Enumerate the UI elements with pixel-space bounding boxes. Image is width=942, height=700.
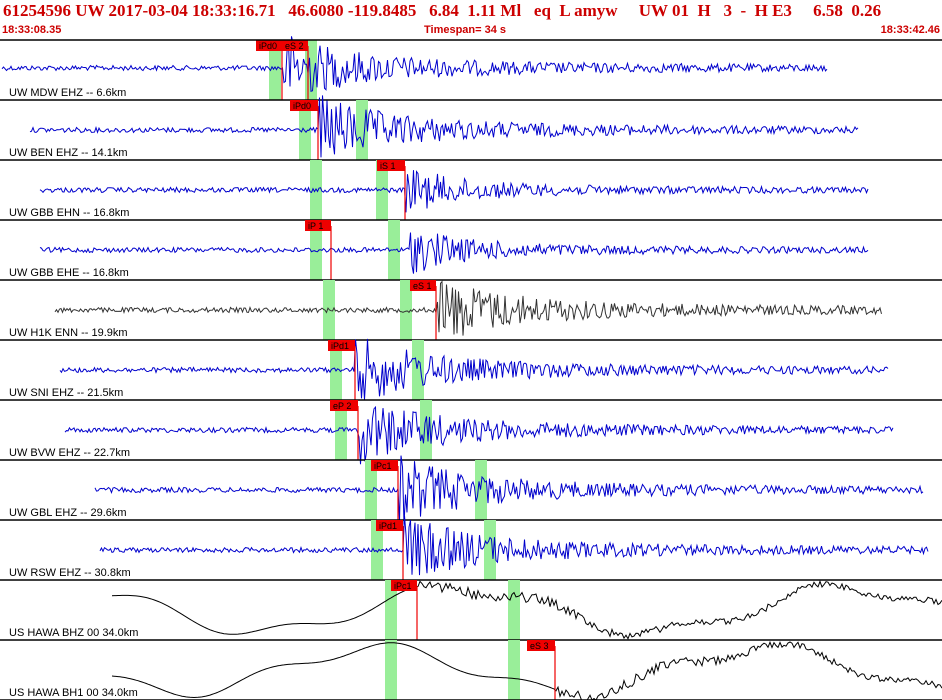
phase-pick[interactable]: iPd0 — [290, 100, 319, 160]
phase-window — [310, 220, 322, 280]
pick-label: iPd0 — [259, 41, 277, 51]
phase-pick[interactable]: iPd1 — [376, 520, 404, 580]
start-time: 18:33:08.35 — [2, 24, 62, 36]
waveform-trace — [99, 515, 929, 576]
phase-window — [299, 100, 311, 160]
waveform-trace — [111, 640, 942, 700]
channel-label: UW GBB EHE -- 16.8km — [9, 267, 129, 279]
timespan: Timespan= 34 s — [424, 24, 507, 36]
channel-row[interactable]: iPd1 UW SNI EHZ -- 21.5km — [0, 338, 942, 401]
pick-flag[interactable] — [391, 580, 417, 591]
phase-pick[interactable]: iPc1 — [371, 460, 399, 520]
phase-pick[interactable]: eS 2 — [282, 40, 309, 100]
channel-label: UW GBL EHZ -- 29.6km — [9, 507, 127, 519]
phase-pick[interactable]: iPd1 — [328, 340, 356, 400]
channel-row[interactable]: eS 1 UW H1K ENN -- 19.9km — [0, 280, 942, 341]
phase-window — [269, 40, 281, 100]
channel-row[interactable]: iPd1 UW RSW EHZ -- 30.8km — [0, 515, 942, 581]
pick-flag[interactable] — [371, 460, 398, 471]
pick-flag[interactable] — [527, 640, 555, 651]
phase-window — [412, 340, 424, 400]
waveform-trace — [39, 170, 869, 213]
phase-window — [335, 400, 347, 460]
waveform-trace — [39, 232, 869, 274]
channel-row[interactable]: eS 3 US HAWA BH1 00 34.0km — [0, 640, 942, 700]
pick-label: iP 1 — [308, 221, 323, 231]
time-bar: 18:33:08.35 Timespan= 34 s 18:33:42.46 — [0, 24, 942, 38]
phase-pick[interactable]: iS 1 — [377, 160, 406, 220]
phase-window — [385, 580, 397, 640]
pick-label: eP 2 — [333, 401, 351, 411]
pick-label: iS 1 — [380, 161, 396, 171]
phase-window — [508, 580, 520, 640]
phase-window — [356, 100, 368, 160]
channel-label: UW GBB EHN -- 16.8km — [9, 207, 129, 219]
waveform-trace — [64, 405, 894, 465]
waveform-trace — [1, 36, 828, 92]
waveform-trace — [94, 455, 924, 525]
pick-flag[interactable] — [377, 160, 405, 171]
pick-flag[interactable] — [256, 40, 282, 51]
pick-label: eS 1 — [413, 281, 432, 291]
channel-row[interactable]: iP 1 UW GBB EHE -- 16.8km — [0, 220, 942, 281]
phase-pick[interactable]: iP 1 — [305, 220, 332, 280]
event-summary: 61254596 UW 2017-03-04 18:33:16.71 46.60… — [3, 1, 882, 20]
phase-pick[interactable]: eS 1 — [410, 280, 437, 340]
channel-label: UW MDW EHZ -- 6.6km — [9, 87, 126, 99]
waveform-trace — [111, 579, 942, 640]
waveform-trace — [59, 338, 889, 400]
channel-row[interactable]: iPd0 UW BEN EHZ -- 14.1km — [0, 95, 942, 161]
channel-row[interactable]: iPc1 US HAWA BHZ 00 34.0km — [0, 579, 942, 641]
phase-pick[interactable]: iPd0 — [256, 40, 283, 100]
channel-label: US HAWA BHZ 00 34.0km — [9, 627, 138, 639]
event-header: 61254596 UW 2017-03-04 18:33:16.71 46.60… — [0, 0, 942, 40]
pick-label: iPd1 — [331, 341, 349, 351]
phase-pick[interactable]: eP 2 — [330, 400, 359, 460]
channel-label: US HAWA BH1 00 34.0km — [9, 687, 138, 699]
pick-flag[interactable] — [282, 40, 308, 51]
pick-label: iPc1 — [374, 461, 392, 471]
channel-label: UW RSW EHZ -- 30.8km — [9, 567, 131, 579]
pick-flag[interactable] — [290, 100, 318, 111]
phase-window — [371, 520, 383, 580]
channel-label: UW BEN EHZ -- 14.1km — [9, 147, 128, 159]
phase-pick[interactable]: eS 3 — [527, 640, 556, 700]
phase-window — [484, 520, 496, 580]
pick-label: eS 2 — [285, 41, 304, 51]
phase-window — [385, 640, 397, 700]
pick-label: iPd1 — [379, 521, 397, 531]
waveform-trace — [29, 95, 859, 158]
channel-row[interactable]: eP 2 UW BVW EHZ -- 22.7km — [0, 400, 942, 465]
pick-label: iPd0 — [293, 101, 311, 111]
pick-label: iPc1 — [394, 581, 412, 591]
phase-window — [508, 640, 520, 700]
phase-window — [400, 280, 412, 340]
phase-window — [365, 460, 377, 520]
phase-pick[interactable]: iPc1 — [391, 580, 418, 640]
pick-label: eS 3 — [530, 641, 549, 651]
end-time: 18:33:42.46 — [880, 24, 940, 36]
phase-window — [475, 460, 487, 520]
channel-row[interactable]: iS 1 UW GBB EHN -- 16.8km — [0, 160, 942, 221]
pick-flag[interactable] — [410, 280, 436, 291]
waveform-trace — [54, 280, 882, 336]
pick-flag[interactable] — [305, 220, 331, 231]
channel-label: UW BVW EHZ -- 22.7km — [9, 447, 130, 459]
channel-row[interactable]: iPd0 eS 2 UW MDW EHZ -- 6.6km — [0, 36, 942, 101]
pick-flag[interactable] — [330, 400, 358, 411]
channel-label: UW H1K ENN -- 19.9km — [9, 327, 128, 339]
channel-row[interactable]: iPc1 UW GBL EHZ -- 29.6km — [0, 455, 942, 525]
channel-label: UW SNI EHZ -- 21.5km — [9, 387, 123, 399]
pick-flag[interactable] — [376, 520, 403, 531]
pick-flag[interactable] — [328, 340, 355, 351]
phase-window — [420, 400, 432, 460]
